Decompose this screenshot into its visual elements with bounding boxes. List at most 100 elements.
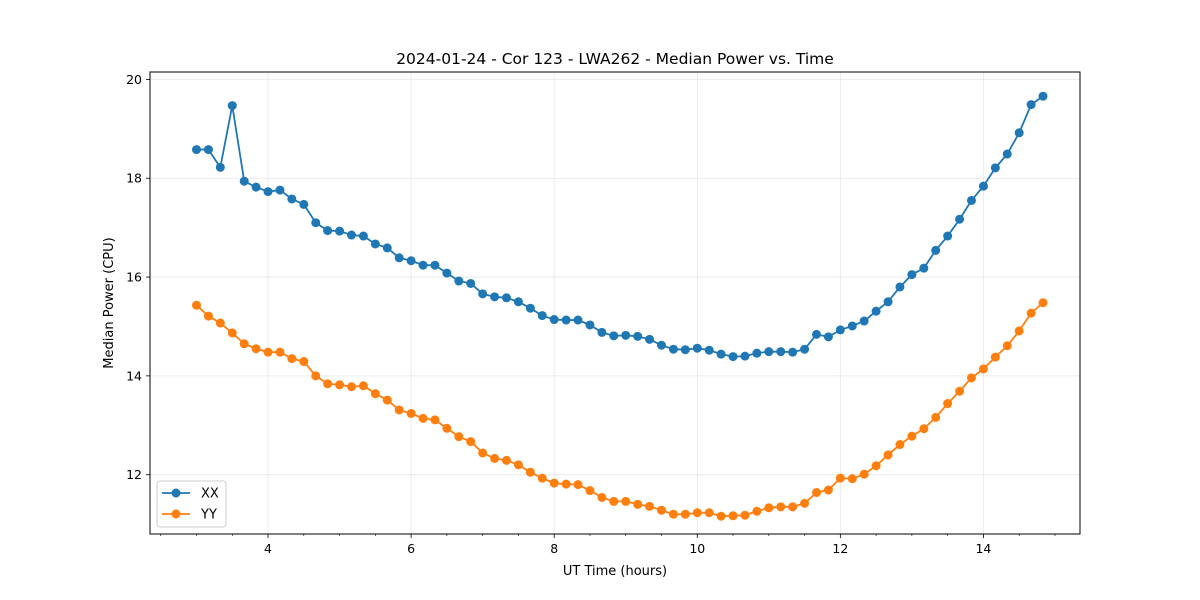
plot-frame — [149, 71, 1081, 535]
data-point-yy — [764, 503, 774, 513]
data-point-yy — [299, 357, 309, 367]
data-point-xx — [1038, 91, 1048, 101]
data-point-xx — [776, 347, 786, 357]
data-point-yy — [394, 405, 404, 415]
data-point-xx — [633, 331, 643, 341]
data-point-xx — [740, 351, 750, 361]
data-point-xx — [943, 231, 953, 241]
data-point-xx — [192, 145, 201, 155]
data-point-yy — [227, 328, 237, 338]
data-point-yy — [478, 448, 488, 458]
data-point-yy — [812, 487, 822, 497]
data-point-xx — [478, 289, 488, 299]
data-point-yy — [943, 399, 953, 409]
data-point-yy — [955, 386, 965, 396]
data-point-xx — [382, 243, 392, 253]
data-point-xx — [668, 344, 678, 354]
data-point-yy — [788, 502, 798, 512]
data-point-xx — [525, 303, 535, 313]
data-point-yy — [931, 412, 941, 422]
data-point-yy — [323, 379, 333, 389]
data-point-yy — [704, 508, 714, 518]
data-point-yy — [990, 352, 1000, 362]
data-point-yy — [192, 300, 201, 310]
data-point-xx — [978, 181, 988, 191]
data-point-xx — [692, 343, 702, 353]
ticks: 4 6 8 10 12 14 12 14 16 18 20 — [126, 72, 1056, 556]
data-point-yy — [1014, 326, 1024, 336]
series-layer — [192, 91, 1048, 521]
data-point-xx — [823, 332, 833, 342]
data-point-xx — [1026, 100, 1036, 110]
data-point-yy — [442, 423, 452, 433]
data-point-xx — [490, 292, 500, 302]
data-point-yy — [847, 474, 857, 484]
data-point-yy — [597, 492, 607, 502]
data-point-xx — [394, 253, 404, 263]
data-point-yy — [454, 432, 464, 442]
data-point-xx — [347, 230, 357, 240]
data-point-xx — [358, 231, 368, 241]
data-point-yy — [382, 395, 392, 405]
data-point-xx — [287, 194, 297, 204]
data-point-xx — [931, 245, 941, 255]
data-point-yy — [239, 339, 249, 349]
data-point-yy — [585, 486, 595, 496]
data-point-xx — [263, 187, 273, 197]
y-tick-label: 20 — [126, 72, 142, 87]
grid — [150, 72, 1080, 534]
data-point-xx — [966, 195, 976, 205]
data-point-yy — [859, 469, 869, 479]
data-point-xx — [609, 331, 619, 341]
data-point-xx — [335, 226, 345, 236]
data-point-xx — [764, 347, 774, 357]
data-point-yy — [966, 373, 976, 383]
data-point-yy — [1026, 308, 1036, 318]
data-point-yy — [883, 450, 893, 460]
data-point-xx — [227, 101, 237, 111]
data-point-xx — [752, 348, 762, 358]
data-point-yy — [871, 461, 881, 471]
y-tick-label: 16 — [126, 270, 142, 285]
data-point-yy — [680, 509, 690, 519]
data-point-yy — [668, 509, 678, 519]
data-point-xx — [406, 256, 416, 266]
data-point-xx — [203, 145, 213, 155]
x-tick-label: 4 — [264, 541, 272, 556]
data-point-yy — [406, 408, 416, 418]
data-point-xx — [275, 185, 285, 195]
data-point-xx — [919, 263, 929, 273]
data-point-xx — [442, 268, 452, 278]
data-point-yy — [263, 347, 273, 357]
data-point-yy — [347, 382, 357, 392]
data-point-xx — [1002, 149, 1012, 159]
legend-marker-yy — [171, 509, 181, 519]
data-point-xx — [680, 345, 690, 355]
data-point-xx — [895, 282, 905, 292]
data-point-yy — [525, 467, 535, 477]
x-tick-label: 8 — [550, 541, 558, 556]
data-point-yy — [358, 381, 368, 391]
data-point-xx — [704, 345, 714, 355]
data-point-yy — [776, 502, 786, 512]
legend-marker-xx — [171, 488, 181, 498]
data-point-yy — [370, 389, 380, 399]
data-point-yy — [287, 354, 297, 364]
data-point-yy — [203, 311, 213, 321]
data-point-yy — [692, 508, 702, 518]
data-point-xx — [597, 327, 607, 337]
data-point-yy — [501, 455, 511, 465]
data-point-xx — [847, 321, 857, 331]
data-point-yy — [621, 496, 631, 506]
data-point-xx — [1014, 128, 1024, 138]
data-point-yy — [835, 473, 845, 483]
data-point-xx — [812, 329, 822, 339]
data-point-yy — [311, 371, 321, 381]
data-point-yy — [537, 473, 547, 483]
data-point-xx — [990, 163, 1000, 173]
data-point-yy — [1002, 341, 1012, 351]
data-point-yy — [823, 485, 833, 495]
data-point-yy — [645, 501, 655, 511]
legend-label-xx: XX — [201, 487, 219, 502]
